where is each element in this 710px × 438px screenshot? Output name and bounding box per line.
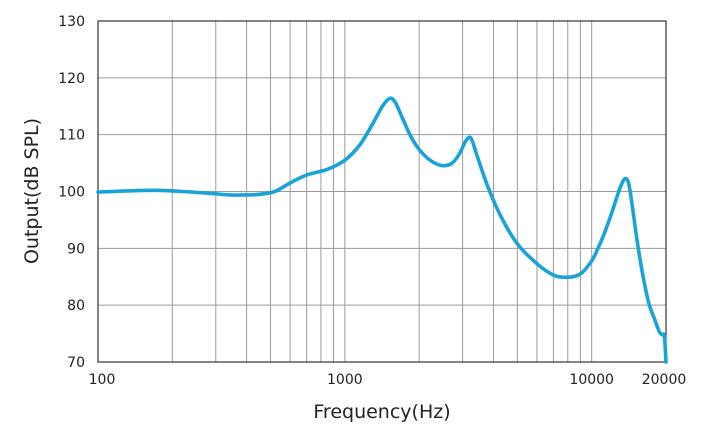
x-tick-label: 100 [89,372,116,388]
x-tick-label: 20000 [642,372,687,388]
grid [98,21,666,362]
y-axis-ticks: 70 80 90 100 110 120 130 [58,14,85,371]
y-tick-label: 70 [67,355,85,371]
x-tick-label: 10000 [569,372,614,388]
y-tick-label: 90 [67,241,85,257]
x-axis-ticks: 100 1000 10000 20000 [89,372,687,388]
y-tick-label: 100 [58,185,85,201]
y-tick-label: 120 [58,71,85,87]
y-axis-label: Output(dB SPL) [21,118,43,264]
y-tick-label: 80 [67,298,85,314]
y-tick-label: 110 [58,128,85,144]
x-tick-label: 1000 [327,372,363,388]
x-axis-label: Frequency(Hz) [313,401,450,423]
response-curve [96,96,668,364]
y-tick-label: 130 [58,14,85,30]
